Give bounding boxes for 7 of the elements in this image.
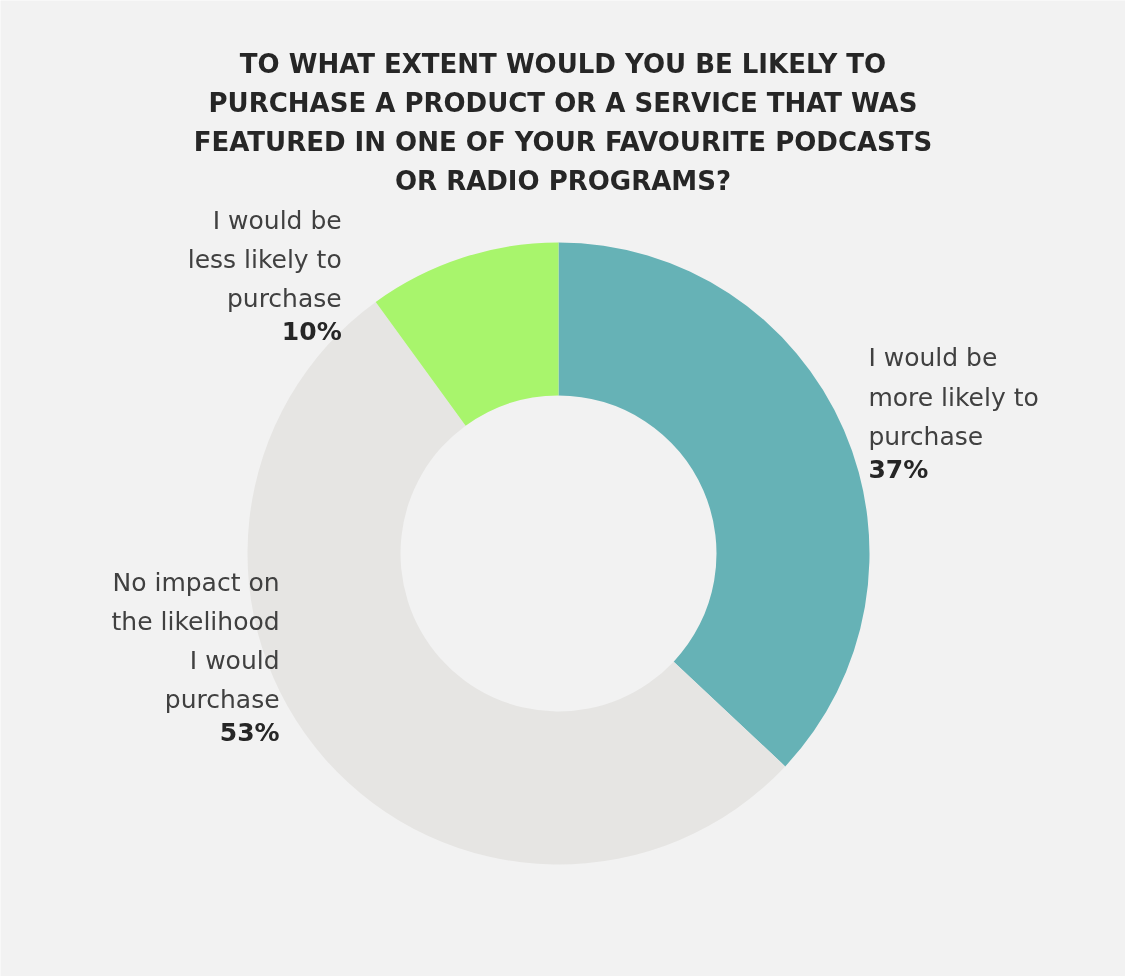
slice-label: No impact on the likelihood I would purchase — [111, 567, 280, 715]
slice-label: I would be more likely to purchase — [868, 343, 1039, 451]
data-label: 53% — [219, 718, 280, 748]
chart-title: TO WHAT EXTENT WOULD YOU BE LIKELY TO PURCHASE A PRODUCT OR A SERVICE THAT WAS FEATURED IN ONE OF YOUR FAVOURITE PODCASTS OR RADIO PROGRAMS? — [193, 48, 933, 196]
data-label: 10% — [281, 316, 342, 346]
data-label: 37% — [868, 454, 929, 484]
slice-label: I would be less likely to purchase — [187, 205, 342, 313]
